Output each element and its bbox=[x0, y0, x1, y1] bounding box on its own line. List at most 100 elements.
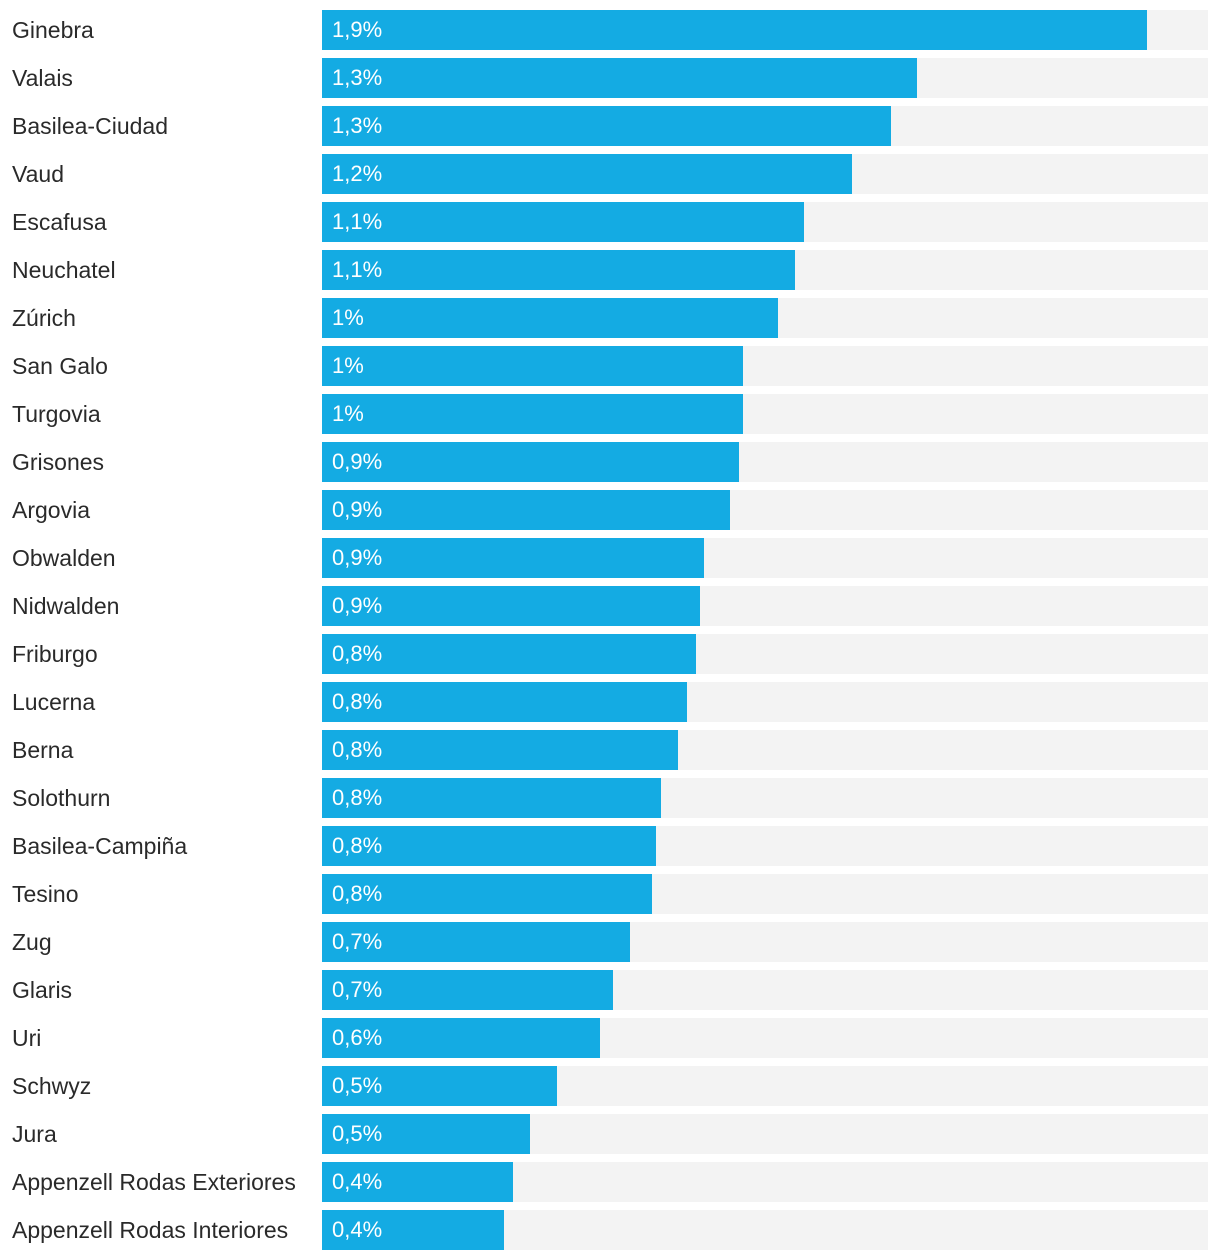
category-label: Argovia bbox=[12, 497, 90, 523]
category-label: Obwalden bbox=[12, 545, 116, 571]
category-label: Friburgo bbox=[12, 641, 98, 667]
category-label: Valais bbox=[12, 65, 73, 91]
bar bbox=[322, 1018, 600, 1058]
chart-row: Grisones 0,9% bbox=[0, 442, 1220, 482]
value-label: 0,6% bbox=[332, 1025, 383, 1050]
category-label: Berna bbox=[12, 737, 74, 763]
value-label: 0,8% bbox=[332, 641, 383, 666]
bar bbox=[322, 1162, 513, 1202]
bar bbox=[322, 874, 652, 914]
bar bbox=[322, 634, 696, 674]
bar-track: 0,4% bbox=[322, 1162, 1208, 1202]
bar-track: 0,6% bbox=[322, 1018, 1208, 1058]
chart-row: Friburgo 0,8% bbox=[0, 634, 1220, 674]
value-label: 0,9% bbox=[332, 545, 383, 570]
bar bbox=[322, 538, 704, 578]
bar bbox=[322, 250, 795, 290]
value-label: 0,4% bbox=[332, 1169, 383, 1194]
bar bbox=[322, 346, 743, 386]
value-label: 0,7% bbox=[332, 929, 383, 954]
chart-row: Obwalden 0,9% bbox=[0, 538, 1220, 578]
category-label: Vaud bbox=[12, 161, 65, 187]
chart-row: Ginebra 1,9% bbox=[0, 10, 1220, 50]
category-label: Solothurn bbox=[12, 785, 111, 811]
bar bbox=[322, 826, 656, 866]
category-label: Nidwalden bbox=[12, 593, 120, 619]
chart-row: Schwyz 0,5% bbox=[0, 1066, 1220, 1106]
chart-row: Basilea-Ciudad 1,3% bbox=[0, 106, 1220, 146]
category-label: Escafusa bbox=[12, 209, 107, 235]
bar bbox=[322, 154, 852, 194]
value-label: 0,9% bbox=[332, 593, 383, 618]
category-label: Glaris bbox=[12, 977, 73, 1003]
bar-track: 1% bbox=[322, 394, 1208, 434]
category-label: Appenzell Rodas Exteriores bbox=[12, 1169, 296, 1195]
bar-track: 0,8% bbox=[322, 778, 1208, 818]
bar-track: 0,7% bbox=[322, 970, 1208, 1010]
bar-track: 0,8% bbox=[322, 874, 1208, 914]
chart-row: Neuchatel 1,1% bbox=[0, 250, 1220, 290]
bar-track: 1,3% bbox=[322, 58, 1208, 98]
chart-row: Appenzell Rodas Exteriores 0,4% bbox=[0, 1162, 1220, 1202]
value-label: 1,3% bbox=[332, 65, 383, 90]
bar bbox=[322, 202, 804, 242]
category-label: Basilea-Ciudad bbox=[12, 113, 168, 139]
bar bbox=[322, 778, 661, 818]
bar bbox=[322, 682, 687, 722]
category-label: Zúrich bbox=[12, 305, 76, 331]
bar-track: 0,5% bbox=[322, 1066, 1208, 1106]
chart-row: Zúrich 1% bbox=[0, 298, 1220, 338]
category-label: Ginebra bbox=[12, 17, 94, 43]
chart-row: Jura 0,5% bbox=[0, 1114, 1220, 1154]
value-label: 1,1% bbox=[332, 257, 383, 282]
bar bbox=[322, 1210, 504, 1250]
bar bbox=[322, 1066, 557, 1106]
value-label: 0,9% bbox=[332, 449, 383, 474]
bar-track: 0,9% bbox=[322, 490, 1208, 530]
value-label: 0,5% bbox=[332, 1121, 383, 1146]
chart-row: Nidwalden 0,9% bbox=[0, 586, 1220, 626]
category-label: Lucerna bbox=[12, 689, 96, 715]
chart-row: Uri 0,6% bbox=[0, 1018, 1220, 1058]
bar bbox=[322, 970, 613, 1010]
value-label: 0,4% bbox=[332, 1217, 383, 1242]
value-label: 1% bbox=[332, 353, 364, 378]
value-label: 1,3% bbox=[332, 113, 383, 138]
bar-track: 1% bbox=[322, 298, 1208, 338]
bar bbox=[322, 586, 700, 626]
value-label: 0,9% bbox=[332, 497, 383, 522]
chart-row: Lucerna 0,8% bbox=[0, 682, 1220, 722]
category-label: Schwyz bbox=[12, 1073, 92, 1099]
category-label: Jura bbox=[12, 1121, 57, 1147]
category-label: Uri bbox=[12, 1025, 42, 1051]
category-label: San Galo bbox=[12, 353, 108, 379]
chart-row: Berna 0,8% bbox=[0, 730, 1220, 770]
bar-track: 0,7% bbox=[322, 922, 1208, 962]
chart-row: San Galo 1% bbox=[0, 346, 1220, 386]
value-label: 0,8% bbox=[332, 881, 383, 906]
bar-track: 0,9% bbox=[322, 538, 1208, 578]
chart-row: Basilea-Campiña 0,8% bbox=[0, 826, 1220, 866]
bar bbox=[322, 442, 739, 482]
category-label: Turgovia bbox=[12, 401, 101, 427]
chart-row: Turgovia 1% bbox=[0, 394, 1220, 434]
bar-track: 1,9% bbox=[322, 10, 1208, 50]
bar bbox=[322, 394, 743, 434]
bar-track: 1,1% bbox=[322, 250, 1208, 290]
bar-track: 0,8% bbox=[322, 682, 1208, 722]
value-label: 0,8% bbox=[332, 737, 383, 762]
chart-row: Glaris 0,7% bbox=[0, 970, 1220, 1010]
category-label: Zug bbox=[12, 929, 52, 955]
value-label: 1% bbox=[332, 305, 364, 330]
chart-row: Escafusa 1,1% bbox=[0, 202, 1220, 242]
chart-row: Solothurn 0,8% bbox=[0, 778, 1220, 818]
chart-row: Appenzell Rodas Interiores 0,4% bbox=[0, 1210, 1220, 1250]
value-label: 0,5% bbox=[332, 1073, 383, 1098]
bar-track: 0,4% bbox=[322, 1210, 1208, 1250]
value-label: 1,1% bbox=[332, 209, 383, 234]
chart-row: Zug 0,7% bbox=[0, 922, 1220, 962]
chart-row: Vaud 1,2% bbox=[0, 154, 1220, 194]
bar bbox=[322, 58, 917, 98]
bar-track: 0,8% bbox=[322, 730, 1208, 770]
